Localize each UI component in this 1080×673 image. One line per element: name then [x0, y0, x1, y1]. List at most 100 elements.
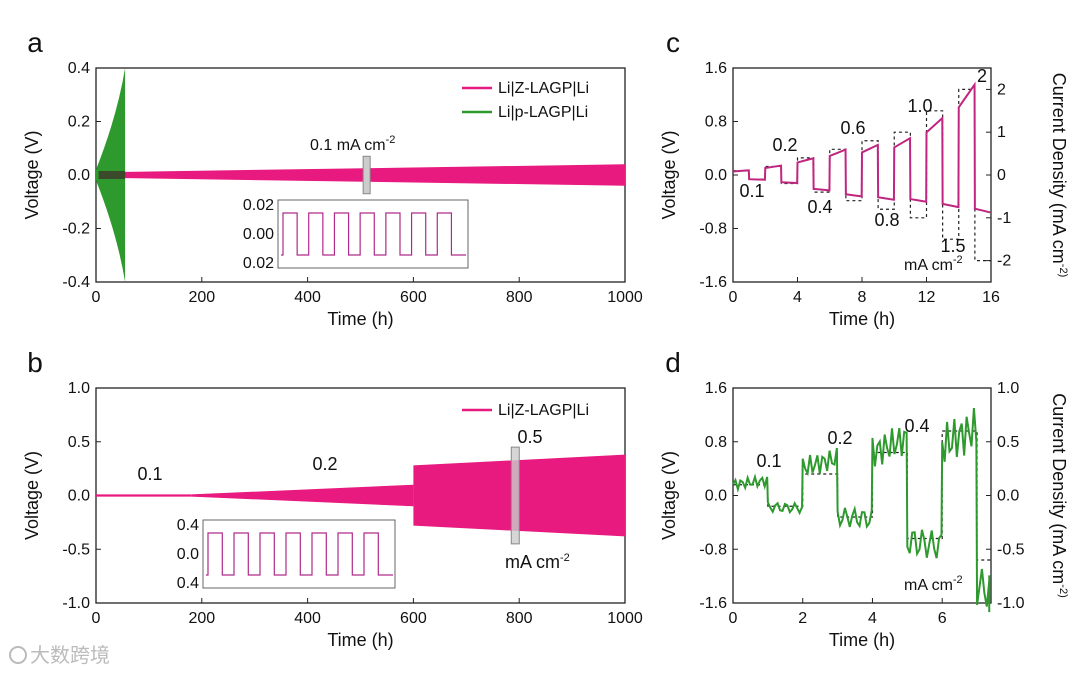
- x-tick-label: 400: [294, 610, 321, 627]
- current-annotation: 0.2: [312, 454, 337, 474]
- watermark: 大数跨境: [30, 643, 110, 667]
- plot-frame-d: [732, 387, 992, 604]
- y-tick-label: 0.8: [705, 114, 727, 131]
- panel-label-d: d: [665, 347, 681, 378]
- x-axis-label: Time (h): [327, 630, 393, 650]
- y-axis-label: Voltage (V): [659, 451, 679, 540]
- x-axis-label: Time (h): [829, 630, 895, 650]
- y2-tick-label: 0.5: [997, 434, 1019, 451]
- y-tick-label: 0.8: [705, 434, 727, 451]
- current-label: 2: [977, 66, 987, 86]
- unit-label: mA cm-2: [904, 254, 963, 274]
- legend-entry: Li|p-LAGP|Li: [498, 104, 588, 121]
- y-tick-label: 1.0: [68, 380, 90, 397]
- current-label: 0.8: [874, 210, 899, 230]
- y-tick-label: 0.4: [68, 60, 90, 77]
- unit-label: mA cm-2: [904, 574, 963, 594]
- a-inset-frame: [277, 199, 469, 269]
- a-inset-line: [281, 212, 466, 256]
- unit-annotation: mA cm-2: [505, 552, 570, 572]
- current-label: 0.2: [772, 135, 797, 155]
- b-inset-line: [206, 532, 393, 576]
- x-axis-label: Time (h): [829, 309, 895, 329]
- y-tick-label: -0.4: [62, 274, 90, 291]
- x-axis-label: Time (h): [327, 309, 393, 329]
- y2-tick-label: 1.0: [997, 380, 1019, 397]
- y-tick-label: -0.2: [62, 221, 90, 238]
- b-inset-tick-label: 0.0: [177, 546, 199, 563]
- zoom-region-marker: [510, 446, 520, 545]
- panel-label-a: a: [27, 27, 43, 58]
- overlap-band: [98, 170, 126, 180]
- x-tick-label: 12: [918, 289, 936, 306]
- watermark-logo-icon: [9, 646, 27, 664]
- legend-entry: Li|Z-LAGP|Li: [498, 402, 589, 419]
- x-tick-label: 400: [294, 289, 321, 306]
- x-tick-label: 4: [793, 289, 802, 306]
- current-label: 0.1: [739, 181, 764, 201]
- y2-tick-label: -1: [997, 210, 1011, 227]
- x-tick-label: 0: [729, 289, 738, 306]
- y-tick-label: 0.0: [705, 488, 727, 505]
- current-label: 0.1: [756, 451, 781, 471]
- y-tick-label: -0.8: [699, 221, 727, 238]
- y2-tick-label: 1: [997, 124, 1006, 141]
- current-label: 1.5: [940, 236, 965, 256]
- b-inset-tick-label: 0.4: [177, 575, 199, 592]
- voltage-line: [732, 81, 991, 214]
- x-tick-label: 16: [982, 289, 1000, 306]
- y-axis-label: Voltage (V): [22, 130, 42, 219]
- current-annotation: 0.5: [517, 427, 542, 447]
- y2-axis-label: Current Density (mA cm-2): [1049, 73, 1069, 278]
- y-tick-label: 0.5: [68, 434, 90, 451]
- y2-tick-label: 2: [997, 81, 1006, 98]
- a-inset-tick-label: 0.02: [243, 255, 274, 272]
- x-tick-label: 0: [92, 610, 101, 627]
- x-tick-label: 0: [729, 610, 738, 627]
- current-annotation: 0.1 mA cm-2: [310, 134, 395, 154]
- y2-axis-label: Current Density (mA cm-2): [1049, 393, 1069, 598]
- current-step-line: [733, 430, 991, 561]
- y-axis-label: Voltage (V): [22, 451, 42, 540]
- y-tick-label: 0.2: [68, 114, 90, 131]
- x-tick-label: 1000: [607, 610, 643, 627]
- legend-entry: Li|Z-LAGP|Li: [498, 80, 589, 97]
- y-tick-label: 0.0: [68, 167, 90, 184]
- x-tick-label: 6: [938, 610, 947, 627]
- series-z-lagp-segment: [96, 494, 192, 497]
- x-tick-label: 2: [798, 610, 807, 627]
- current-label: 0.6: [840, 118, 865, 138]
- b-inset-tick-label: 0.4: [177, 517, 199, 534]
- x-tick-label: 800: [506, 610, 533, 627]
- current-label: 1.0: [907, 96, 932, 116]
- current-label: 0.4: [807, 197, 832, 217]
- y-tick-label: -1.6: [699, 595, 727, 612]
- zoom-region-marker: [362, 155, 371, 195]
- x-tick-label: 0: [92, 289, 101, 306]
- x-tick-label: 600: [400, 289, 427, 306]
- a-inset-tick-label: 0.02: [243, 197, 274, 214]
- series-z-lagp-segment: [191, 484, 414, 507]
- y-tick-label: 0.0: [68, 488, 90, 505]
- x-tick-label: 200: [188, 610, 215, 627]
- y2-tick-label: 0: [997, 167, 1006, 184]
- current-label: 0.4: [904, 416, 929, 436]
- y-tick-label: 1.6: [705, 380, 727, 397]
- y-tick-label: -0.5: [62, 541, 90, 558]
- x-tick-label: 800: [506, 289, 533, 306]
- panel-label-b: b: [27, 347, 43, 378]
- x-tick-label: 8: [858, 289, 867, 306]
- x-tick-label: 200: [188, 289, 215, 306]
- y2-tick-label: -1.0: [997, 595, 1025, 612]
- a-inset-tick-label: 0.00: [243, 226, 274, 243]
- voltage-line: [732, 408, 991, 613]
- y2-tick-label: 0.0: [997, 488, 1019, 505]
- y-tick-label: 1.6: [705, 60, 727, 77]
- current-label: 0.2: [827, 428, 852, 448]
- y2-tick-label: -2: [997, 253, 1011, 270]
- x-tick-label: 600: [400, 610, 427, 627]
- y-tick-label: 0.0: [705, 167, 727, 184]
- y-tick-label: -1.0: [62, 595, 90, 612]
- y-tick-label: -1.6: [699, 274, 727, 291]
